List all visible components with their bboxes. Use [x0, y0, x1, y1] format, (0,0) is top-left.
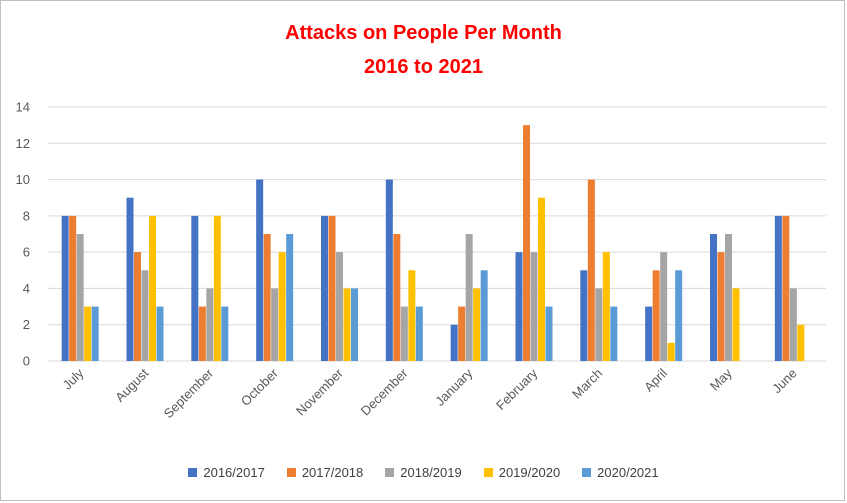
- bar-2020-2021-november: [351, 288, 358, 361]
- bar-2017-2018-may: [717, 252, 725, 361]
- y-tick-label: 12: [16, 136, 30, 151]
- bar-2019-2020-april: [667, 342, 675, 361]
- y-tick-label: 4: [23, 281, 30, 296]
- chart-legend: 2016/2017 2017/2018 2018/2019 2019/2020 2020…: [0, 462, 847, 482]
- bar-2016-2017-november: [321, 215, 328, 361]
- x-tick-label: September: [161, 365, 217, 421]
- x-tick-label: August: [112, 365, 151, 404]
- bar-2019-2020-june: [797, 324, 805, 361]
- bar-2018-2019-july: [76, 234, 84, 361]
- bar-2019-2020-july: [84, 306, 92, 361]
- legend-swatch: [286, 467, 296, 477]
- legend-swatch: [385, 467, 395, 477]
- bar-2017-2018-july: [69, 215, 77, 361]
- bar-2018-2019-august: [141, 270, 149, 361]
- bar-2017-2018-march: [587, 179, 595, 361]
- bar-2020-2021-september: [221, 306, 229, 361]
- bar-2018-2019-march: [595, 288, 603, 361]
- legend-label: 2018/2019: [400, 464, 462, 480]
- bar-2019-2020-may: [732, 288, 740, 361]
- bar-2017-2018-september: [198, 306, 206, 361]
- bar-2018-2019-february: [530, 252, 538, 361]
- bar-2018-2019-january: [465, 234, 473, 361]
- legend-label: 2016/2017: [203, 464, 265, 480]
- bar-2016-2017-september: [191, 215, 199, 361]
- bar-2020-2021-december: [415, 306, 423, 361]
- y-tick-label: 8: [23, 208, 30, 223]
- bar-2019-2020-november: [343, 288, 351, 361]
- bar-2017-2018-january: [458, 306, 466, 361]
- legend-swatch: [188, 467, 198, 477]
- legend-swatch: [582, 467, 592, 477]
- bar-2020-2021-april: [675, 270, 683, 361]
- bar-2016-2017-october: [256, 179, 264, 361]
- bar-2017-2018-october: [263, 234, 271, 361]
- bar-2020-2021-march: [610, 306, 618, 361]
- bar-2020-2021-february: [545, 306, 553, 361]
- x-tick-label: January: [432, 365, 476, 409]
- bar-2019-2020-september: [213, 215, 221, 361]
- legend-item: 2018/2019: [385, 464, 462, 480]
- bar-2018-2019-september: [206, 288, 214, 361]
- y-tick-label: 10: [16, 172, 30, 187]
- bar-2017-2018-december: [393, 234, 401, 361]
- chart-subtitle: 2016 to 2021: [364, 56, 483, 78]
- bar-2017-2018-april: [652, 270, 660, 361]
- bar-2020-2021-august: [156, 306, 164, 361]
- x-tick-label: October: [238, 365, 282, 409]
- legend-item: 2017/2018: [286, 464, 364, 480]
- legend-label: 2017/2018: [301, 464, 364, 480]
- bar-2020-2021-january: [480, 270, 488, 361]
- bar-2016-2017-august: [126, 197, 134, 361]
- bar-2019-2020-august: [149, 215, 156, 361]
- y-tick-label: 6: [23, 245, 30, 260]
- bar-2019-2020-march: [602, 252, 610, 361]
- bar-2020-2021-july: [91, 306, 99, 361]
- bar-2018-2019-december: [400, 306, 408, 361]
- bar-2016-2017-july: [61, 215, 69, 361]
- bar-2016-2017-january: [450, 324, 458, 361]
- bar-2019-2020-december: [408, 270, 416, 361]
- x-tick-label: May: [707, 365, 735, 393]
- bar-2017-2018-august: [134, 252, 141, 361]
- bar-2016-2017-april: [645, 306, 653, 361]
- legend-item: 2016/2017: [188, 464, 265, 480]
- bar-2020-2021-october: [286, 234, 294, 361]
- legend-swatch: [483, 467, 493, 477]
- bar-2016-2017-february: [515, 252, 523, 361]
- y-tick-label: 0: [23, 354, 30, 369]
- bar-2017-2018-november: [328, 215, 336, 361]
- bar-2018-2019-october: [271, 288, 279, 361]
- bar-2018-2019-april: [660, 252, 668, 361]
- legend-item: 2019/2020: [483, 464, 561, 480]
- x-tick-label: June: [769, 366, 800, 397]
- y-tick-label: 14: [16, 100, 30, 115]
- chart-title: Attacks on People Per Month: [285, 22, 562, 44]
- legend-label: 2020/2021: [597, 464, 659, 480]
- bar-2019-2020-january: [473, 288, 481, 361]
- bar-2019-2020-february: [538, 197, 545, 361]
- x-tick-label: November: [293, 365, 346, 418]
- bar-2016-2017-march: [580, 270, 588, 361]
- x-tick-label: December: [358, 365, 411, 418]
- bar-2018-2019-june: [789, 288, 797, 361]
- bar-2017-2018-june: [782, 215, 790, 361]
- bar-2016-2017-june: [774, 215, 782, 361]
- x-tick-label: April: [641, 365, 670, 394]
- bar-2018-2019-november: [336, 252, 343, 361]
- x-tick-label: July: [60, 365, 87, 392]
- legend-item: 2020/2021: [582, 464, 659, 480]
- bar-2017-2018-february: [523, 125, 530, 362]
- bar-2018-2019-may: [725, 234, 732, 361]
- x-tick-label: February: [493, 365, 541, 413]
- bar-2016-2017-may: [710, 234, 717, 361]
- bar-2016-2017-december: [385, 179, 393, 361]
- legend-label: 2019/2020: [498, 464, 561, 480]
- bar-2019-2020-october: [278, 252, 286, 361]
- x-tick-label: March: [569, 366, 605, 402]
- y-tick-label: 2: [23, 317, 30, 332]
